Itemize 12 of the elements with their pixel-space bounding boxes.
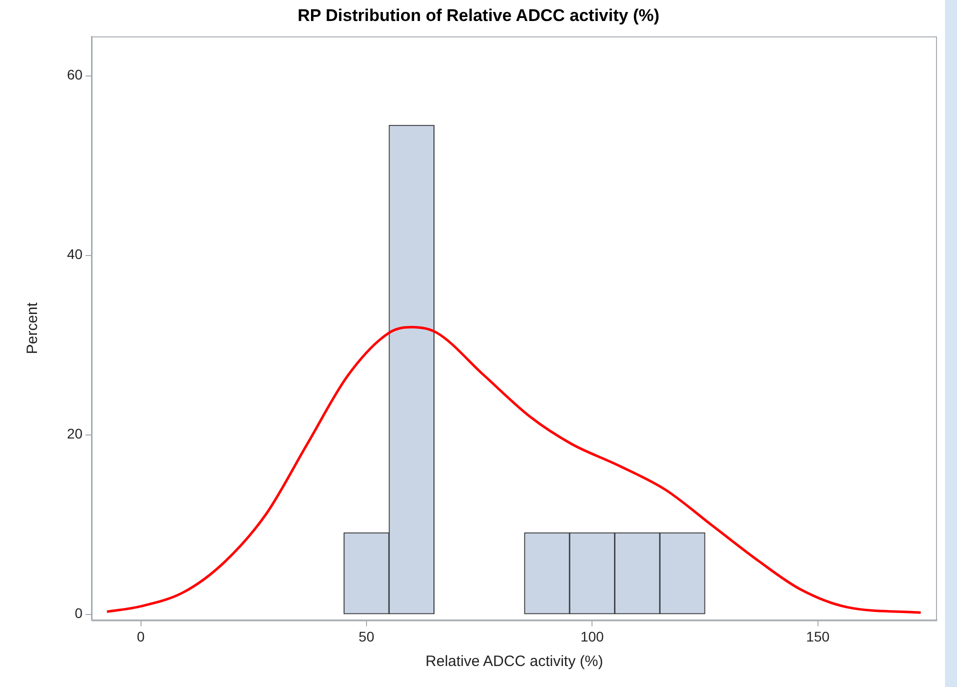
x-axis-title: Relative ADCC activity (%)	[426, 653, 604, 670]
x-tick-label: 150	[806, 628, 830, 644]
y-tick-label: 40	[66, 246, 83, 262]
line-series	[106, 326, 922, 614]
x-tick-label: 0	[136, 628, 145, 644]
y-axis-title: Percent	[24, 302, 42, 354]
chart-title: RP Distribution of Relative ADCC activity (%)	[298, 6, 660, 25]
y-tick-label: 60	[66, 66, 83, 83]
y-tick-label: 20	[66, 426, 83, 442]
y-tick-label: 0	[74, 605, 83, 622]
x-tick-label: 50	[358, 628, 374, 644]
x-tick-label: 100	[580, 628, 604, 644]
